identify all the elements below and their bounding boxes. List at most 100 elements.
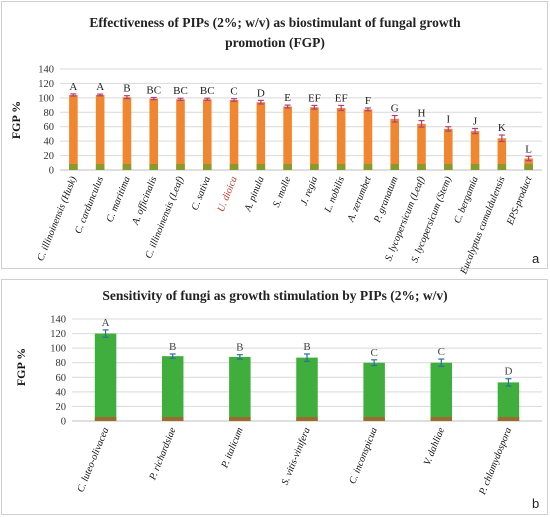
bar-base <box>430 417 453 421</box>
chart-b-title: Sensitivity of fungi as growth stimulati… <box>102 288 447 303</box>
category-label: C. cardunculus <box>73 175 106 236</box>
y-tick-label: 120 <box>50 329 66 340</box>
y-tick-label: 60 <box>56 373 67 384</box>
category-label: P. richardsiae <box>147 425 179 482</box>
chart-panel-b: Sensitivity of fungi as growth stimulati… <box>1 279 548 515</box>
category-label: C. sativa <box>190 175 214 212</box>
bar-base <box>229 164 239 170</box>
category-label: P. granatum <box>372 175 401 225</box>
bar <box>390 118 400 170</box>
y-tick-label: 100 <box>38 93 54 104</box>
significance-letter: B <box>303 341 310 353</box>
bar <box>363 109 373 170</box>
y-tick-label: 140 <box>50 315 66 326</box>
bar <box>161 356 184 421</box>
bar <box>229 100 239 170</box>
bar-base <box>161 417 184 421</box>
bar <box>176 99 185 170</box>
significance-letter: K <box>498 122 506 134</box>
bar-base <box>363 164 373 170</box>
significance-letter: EF <box>308 92 321 104</box>
category-label: A. officinalis <box>130 175 160 228</box>
y-tick-label: 100 <box>50 344 66 355</box>
y-tick-label: 40 <box>44 137 55 148</box>
bar-base <box>176 164 185 170</box>
bar-base <box>149 164 159 170</box>
y-tick-label: 0 <box>49 166 54 177</box>
bar <box>122 97 132 170</box>
y-tick-label: 40 <box>56 387 67 398</box>
category-label: A. zerumbet <box>345 175 374 225</box>
category-label: P. italicum <box>219 426 246 471</box>
bar <box>443 128 453 170</box>
significance-letter: BC <box>146 84 161 96</box>
category-label: EPS-product <box>505 175 535 228</box>
bar <box>497 138 507 170</box>
significance-letter: B <box>123 83 130 95</box>
chart-panel-a: Effectiveness of PIPs (2%; w/v) as biost… <box>1 1 548 277</box>
bar <box>310 107 319 170</box>
significance-letter: C <box>438 346 445 358</box>
chart-b-svg: Sensitivity of fungi as growth stimulati… <box>14 288 542 511</box>
bar <box>430 362 453 421</box>
bar-base <box>202 164 212 170</box>
significance-letter: L <box>525 143 532 155</box>
bar <box>470 131 480 170</box>
significance-letter: H <box>418 108 426 120</box>
chart-a-plot: 0 20 40 60 80 100 120 140 A C. illinoinensis (Hus… <box>35 65 542 277</box>
chart-a-ylabel: FGP % <box>9 101 23 139</box>
significance-letter: D <box>504 366 512 378</box>
y-tick-label: 20 <box>56 402 67 413</box>
y-tick-label: 60 <box>44 122 55 133</box>
y-tick-label: 80 <box>44 108 55 119</box>
bar-base <box>470 164 480 170</box>
y-tick-label: 20 <box>44 151 55 162</box>
bar <box>202 99 212 170</box>
bar-base <box>122 164 132 170</box>
significance-letter: BC <box>200 85 215 97</box>
category-label: S. molle <box>271 174 293 209</box>
bar <box>69 94 78 170</box>
category-label: C. luteo-olivacea <box>75 426 111 494</box>
bar <box>497 382 520 421</box>
significance-letter: C <box>370 347 377 359</box>
bar-base <box>296 417 318 421</box>
significance-letter: BC <box>173 85 188 97</box>
category-label: U. dioica <box>216 175 240 214</box>
bar-base <box>497 417 520 421</box>
y-tick-label: 120 <box>38 79 54 90</box>
category-label: C. inconspicua <box>347 426 380 486</box>
bar <box>283 106 292 170</box>
category-label: C. illinoinensis (Husk) <box>35 174 79 262</box>
significance-letter: D <box>257 87 265 99</box>
chart-a-svg: Effectiveness of PIPs (2%; w/v) as biost… <box>9 15 542 277</box>
significance-letter: J <box>473 116 478 128</box>
bar-base <box>390 164 400 170</box>
bar-base <box>417 164 426 170</box>
bar-base <box>336 164 346 170</box>
chart-a-title-line1: Effectiveness of PIPs (2%; w/v) as biost… <box>89 15 461 30</box>
significance-letter: B <box>169 341 176 353</box>
y-tick-label: 80 <box>56 358 67 369</box>
bar-base <box>95 164 105 170</box>
significance-letter: A <box>69 81 77 93</box>
chart-b-panel-label: b <box>532 496 539 511</box>
significance-letter: E <box>284 92 291 104</box>
significance-letter: B <box>236 342 243 354</box>
category-label: J. regia <box>299 175 321 207</box>
significance-letter: EF <box>335 92 348 104</box>
significance-letter: A <box>102 317 110 329</box>
significance-letter: F <box>365 95 371 107</box>
bar <box>363 362 385 421</box>
bar <box>256 102 266 170</box>
category-label: S. vitis-vinifera <box>280 426 313 487</box>
bar-base <box>443 164 453 170</box>
category-label: C. maritima <box>104 175 132 224</box>
bar-base <box>256 164 266 170</box>
y-tick-label: 140 <box>38 65 54 76</box>
significance-letter: A <box>96 81 104 93</box>
bar-base <box>94 417 117 421</box>
bar-base <box>229 417 251 421</box>
category-label: V. dahliae <box>422 425 447 467</box>
bar <box>94 333 117 421</box>
